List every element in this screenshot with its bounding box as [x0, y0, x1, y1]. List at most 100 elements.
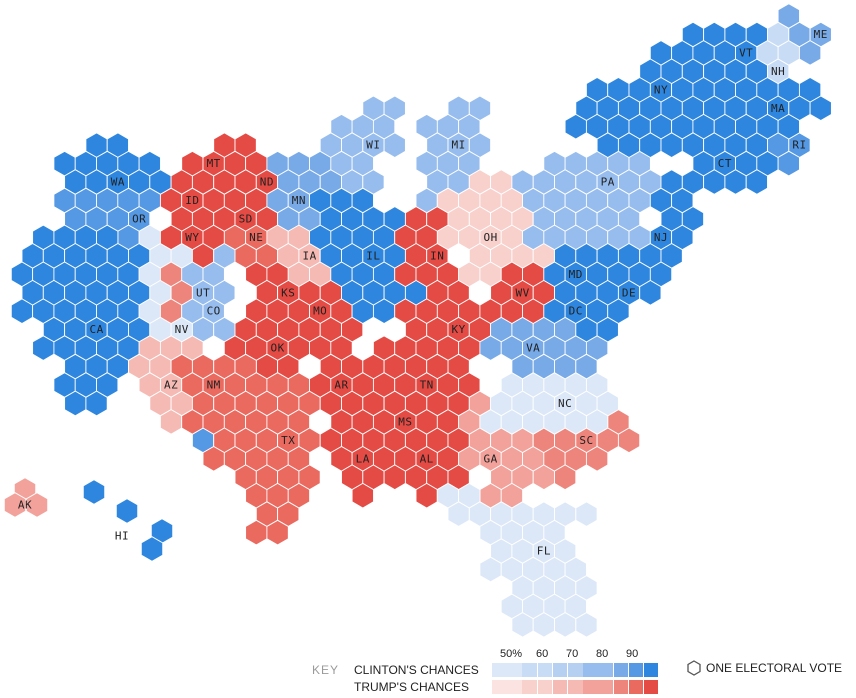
state-in[interactable] — [394, 206, 470, 306]
electoral-vote-hex — [554, 464, 577, 491]
state-label: WV — [515, 286, 529, 299]
state-label: UT — [196, 286, 210, 299]
color-swatch — [507, 663, 522, 677]
color-swatch — [613, 680, 629, 694]
state-ny[interactable] — [564, 21, 768, 159]
state-label: DE — [622, 286, 636, 299]
state-label: ME — [814, 28, 828, 41]
state-ct[interactable] — [692, 132, 779, 195]
hexagon-icon — [687, 660, 701, 676]
color-swatch — [507, 680, 522, 694]
state-label: PA — [601, 176, 615, 189]
state-mt[interactable] — [181, 132, 257, 177]
state-tx[interactable] — [170, 353, 321, 546]
state-ne[interactable] — [223, 224, 279, 269]
electoral-vote-hex — [585, 445, 609, 472]
electoral-vote-hex — [575, 353, 598, 380]
color-swatch — [492, 680, 507, 694]
electoral-vote-hex — [575, 501, 598, 527]
state-sd[interactable] — [202, 187, 279, 232]
state-wa[interactable] — [53, 132, 172, 195]
label-layer: WA OR CA NV ID MT WY UT CO AZ NM ND SD NE KS OK TX MN IA MO… — [18, 28, 828, 558]
electoral-vote-label: ONE ELECTORAL VOTE — [706, 661, 843, 675]
color-swatch — [567, 663, 583, 677]
clinton-chances-label: CLINTON'S CHANCES — [354, 663, 479, 677]
electoral-vote-hex — [809, 95, 832, 122]
state-nd[interactable] — [223, 150, 279, 195]
electoral-vote-hex — [85, 390, 108, 417]
state-label: AK — [18, 499, 32, 512]
state-label: TN — [420, 379, 434, 392]
state-label: ND — [260, 176, 274, 189]
color-swatch — [643, 680, 659, 694]
state-ri[interactable] — [767, 132, 811, 177]
state-label: FL — [537, 545, 551, 558]
state-ca[interactable] — [10, 224, 151, 417]
state-label: SC — [579, 434, 593, 447]
state-label: LA — [356, 452, 370, 465]
state-nh[interactable] — [756, 21, 800, 85]
electoral-vote-hex — [140, 536, 164, 562]
electoral-vote-hex — [649, 261, 673, 288]
state-label: RI — [792, 139, 806, 152]
state-vt[interactable] — [713, 21, 768, 66]
state-label: MA — [771, 102, 785, 115]
electoral-vote-hex — [266, 519, 289, 546]
state-oh[interactable] — [436, 169, 555, 288]
state-ms[interactable] — [372, 390, 428, 491]
state-de[interactable] — [607, 261, 662, 306]
state-va[interactable] — [479, 316, 609, 380]
color-swatch — [613, 663, 629, 677]
state-ak[interactable] — [3, 477, 49, 518]
color-swatch — [598, 663, 613, 677]
color-swatch — [537, 680, 553, 694]
state-fl[interactable] — [436, 482, 598, 638]
state-label: VA — [526, 342, 540, 355]
state-al[interactable] — [415, 409, 470, 509]
state-ma[interactable] — [713, 76, 832, 140]
color-swatch — [598, 680, 613, 694]
color-swatch — [552, 680, 568, 694]
state-label: VT — [739, 46, 753, 59]
state-label: MD — [569, 268, 583, 281]
legend-tick: 50% — [500, 648, 523, 660]
state-label: NH — [771, 65, 785, 78]
state-co[interactable] — [181, 242, 236, 343]
clinton-color-scale — [492, 663, 659, 677]
color-swatch — [583, 680, 598, 694]
legend-tick: 80 — [596, 648, 609, 660]
state-nj[interactable] — [628, 169, 705, 288]
state-dc[interactable] — [543, 298, 630, 343]
electoral-hex-map: WA OR CA NV ID MT WY UT CO AZ NM ND SD NE KS OK TX MN IA MO… — [3, 3, 832, 638]
state-nc[interactable] — [479, 372, 619, 435]
electoral-vote-hex — [617, 427, 641, 454]
state-label: CA — [89, 323, 103, 336]
state-label: DC — [569, 305, 583, 318]
state-label: WA — [111, 176, 125, 189]
state-label: NC — [558, 397, 572, 410]
state-wi[interactable] — [319, 95, 406, 195]
state-label: IA — [302, 249, 316, 262]
state-label: MS — [398, 415, 412, 428]
color-swatch — [552, 663, 568, 677]
state-pa[interactable] — [511, 150, 662, 251]
electoral-vote-key: ONE ELECTORAL VOTE — [686, 660, 842, 676]
state-me[interactable] — [777, 3, 832, 66]
electoral-vote-hex — [25, 492, 49, 518]
color-swatch — [522, 663, 537, 677]
state-label: MI — [451, 139, 465, 152]
state-label: GA — [483, 452, 497, 465]
state-il[interactable] — [309, 187, 428, 325]
legend-key-label: KEY — [312, 663, 340, 677]
color-swatch — [537, 663, 553, 677]
electoral-vote-hex — [745, 169, 768, 195]
state-label: KY — [451, 323, 465, 336]
state-hi[interactable] — [82, 479, 174, 562]
state-label: WY — [185, 231, 199, 244]
electoral-vote-hex — [82, 479, 106, 505]
state-ar[interactable] — [309, 353, 385, 417]
state-label: CO — [207, 305, 221, 318]
hex-layer — [3, 3, 832, 638]
state-la[interactable] — [319, 409, 385, 509]
state-label: WI — [366, 139, 380, 152]
